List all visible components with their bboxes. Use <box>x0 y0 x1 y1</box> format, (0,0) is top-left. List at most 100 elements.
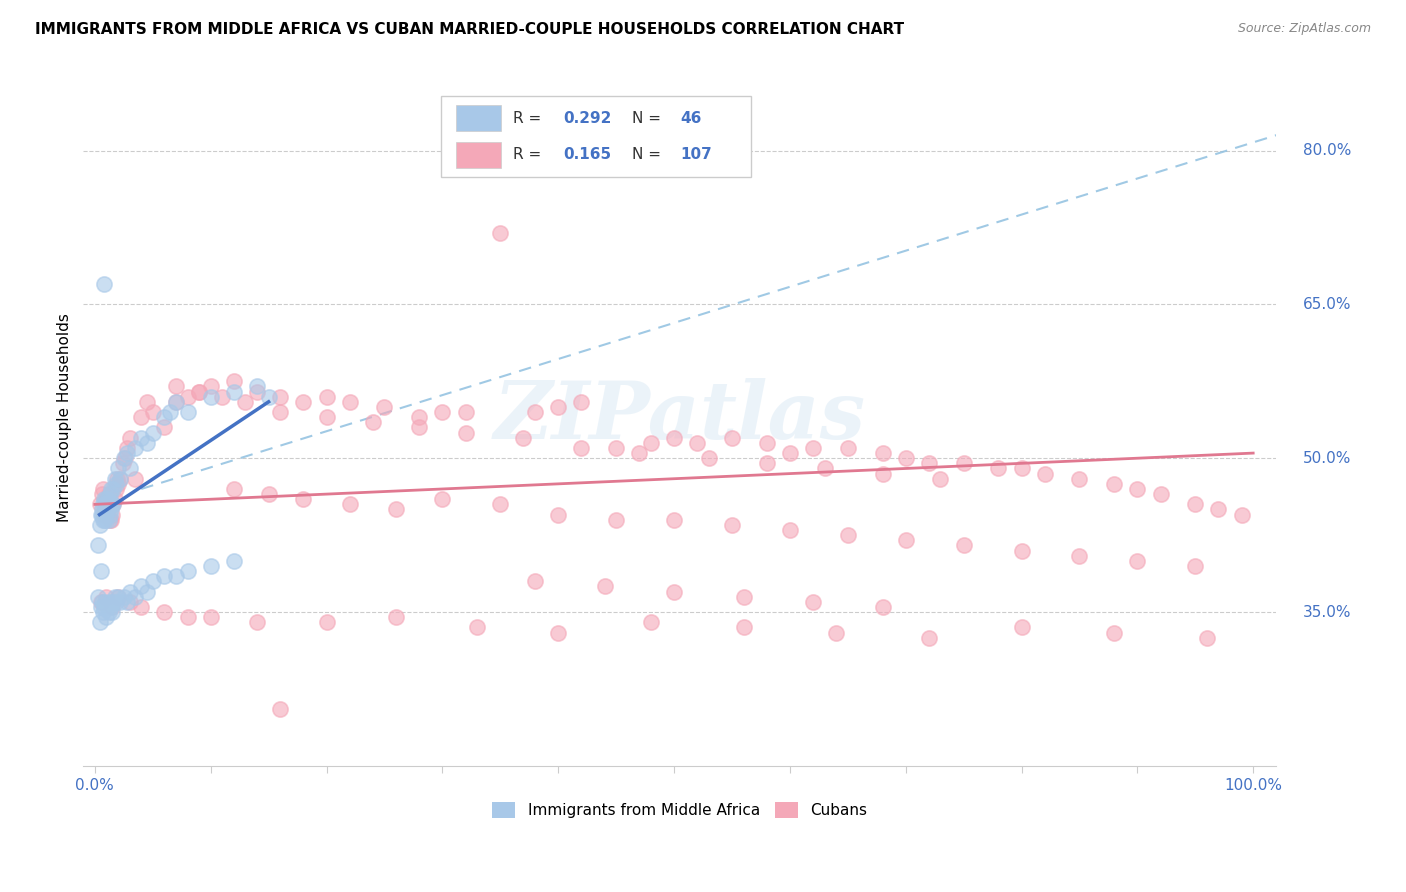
Point <box>1069 549 1091 563</box>
Point <box>385 610 408 624</box>
Point <box>97 492 120 507</box>
Y-axis label: Married-couple Households: Married-couple Households <box>58 313 72 522</box>
Point <box>153 410 176 425</box>
Point <box>93 277 115 291</box>
Point <box>339 394 361 409</box>
Point <box>176 564 198 578</box>
Text: 50.0%: 50.0% <box>1302 450 1351 466</box>
Point <box>110 595 132 609</box>
Point <box>103 590 125 604</box>
Point <box>165 379 187 393</box>
Point <box>101 599 124 614</box>
Point <box>98 508 121 522</box>
Point <box>1126 482 1149 496</box>
Point <box>222 482 245 496</box>
Point <box>153 605 176 619</box>
Point <box>142 574 165 589</box>
Point <box>200 390 222 404</box>
Point <box>188 384 211 399</box>
Point <box>1126 554 1149 568</box>
Point <box>100 502 122 516</box>
Point <box>918 631 941 645</box>
Point <box>200 610 222 624</box>
Point <box>569 441 592 455</box>
Point <box>124 590 146 604</box>
Point <box>136 584 159 599</box>
Point <box>89 615 111 630</box>
Point <box>246 379 269 393</box>
Text: R =: R = <box>513 147 546 162</box>
Point <box>200 379 222 393</box>
Text: 0.165: 0.165 <box>562 147 612 162</box>
Point <box>593 579 616 593</box>
Point <box>211 390 233 404</box>
Point <box>246 384 269 399</box>
Text: ZIPatlas: ZIPatlas <box>494 378 866 456</box>
Point <box>101 605 124 619</box>
Point <box>222 374 245 388</box>
Point <box>257 390 280 404</box>
Point <box>733 620 755 634</box>
Text: 80.0%: 80.0% <box>1302 143 1351 158</box>
Point <box>1149 487 1171 501</box>
Text: 46: 46 <box>681 111 702 126</box>
Point <box>91 497 114 511</box>
Point <box>1011 461 1033 475</box>
Point <box>103 492 125 507</box>
Point <box>662 584 685 599</box>
Point <box>91 605 114 619</box>
Point <box>524 574 547 589</box>
Point <box>952 538 974 552</box>
Point <box>640 435 662 450</box>
FancyBboxPatch shape <box>456 104 501 131</box>
Point <box>93 508 115 522</box>
Point <box>117 441 139 455</box>
Point <box>96 610 118 624</box>
Point <box>93 492 115 507</box>
Point <box>408 410 430 425</box>
Point <box>1033 467 1056 481</box>
Text: N =: N = <box>633 111 666 126</box>
Point <box>1208 502 1230 516</box>
Point <box>159 405 181 419</box>
Point <box>114 451 136 466</box>
Point <box>755 456 778 470</box>
Point <box>94 508 117 522</box>
Point <box>952 456 974 470</box>
Point <box>547 625 569 640</box>
Point <box>465 620 488 634</box>
Point <box>315 390 337 404</box>
Point <box>176 405 198 419</box>
Point <box>1184 558 1206 573</box>
Point <box>1230 508 1253 522</box>
Point <box>97 605 120 619</box>
Point <box>89 517 111 532</box>
Point <box>91 482 114 496</box>
Point <box>87 590 110 604</box>
Point <box>90 508 112 522</box>
Point <box>721 517 744 532</box>
Point <box>90 502 112 516</box>
Point <box>1069 472 1091 486</box>
Point <box>107 461 129 475</box>
Point <box>1184 497 1206 511</box>
Point <box>104 595 127 609</box>
Point <box>315 410 337 425</box>
Point <box>97 513 120 527</box>
Point <box>408 420 430 434</box>
Point <box>90 595 112 609</box>
Point <box>292 394 315 409</box>
Point <box>222 554 245 568</box>
Point <box>107 590 129 604</box>
Point <box>90 564 112 578</box>
Point <box>1195 631 1218 645</box>
Point <box>117 595 139 609</box>
Point <box>96 492 118 507</box>
Point <box>100 513 122 527</box>
Point <box>94 497 117 511</box>
Point <box>96 502 118 516</box>
Point <box>87 538 110 552</box>
Point <box>129 410 152 425</box>
Point <box>1011 620 1033 634</box>
FancyBboxPatch shape <box>441 96 751 177</box>
